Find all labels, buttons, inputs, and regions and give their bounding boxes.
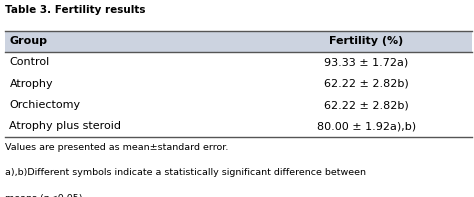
Text: 62.22 ± 2.82b): 62.22 ± 2.82b) [324,79,409,89]
Text: Atrophy plus steroid: Atrophy plus steroid [9,121,121,131]
Text: Control: Control [9,58,50,67]
Text: Fertility (%): Fertility (%) [329,36,403,46]
Text: a),b)Different symbols indicate a statistically significant difference between: a),b)Different symbols indicate a statis… [5,168,366,177]
FancyBboxPatch shape [5,31,472,52]
Text: Group: Group [9,36,47,46]
Text: 62.22 ± 2.82b): 62.22 ± 2.82b) [324,100,409,110]
Text: means (p<0.05).: means (p<0.05). [5,194,85,197]
Text: Atrophy: Atrophy [9,79,53,89]
Text: 93.33 ± 1.72a): 93.33 ± 1.72a) [324,58,408,67]
Text: Orchiectomy: Orchiectomy [9,100,81,110]
Text: Values are presented as mean±standard error.: Values are presented as mean±standard er… [5,143,228,152]
Text: Table 3. Fertility results: Table 3. Fertility results [5,5,145,15]
Text: 80.00 ± 1.92a),b): 80.00 ± 1.92a),b) [317,121,416,131]
